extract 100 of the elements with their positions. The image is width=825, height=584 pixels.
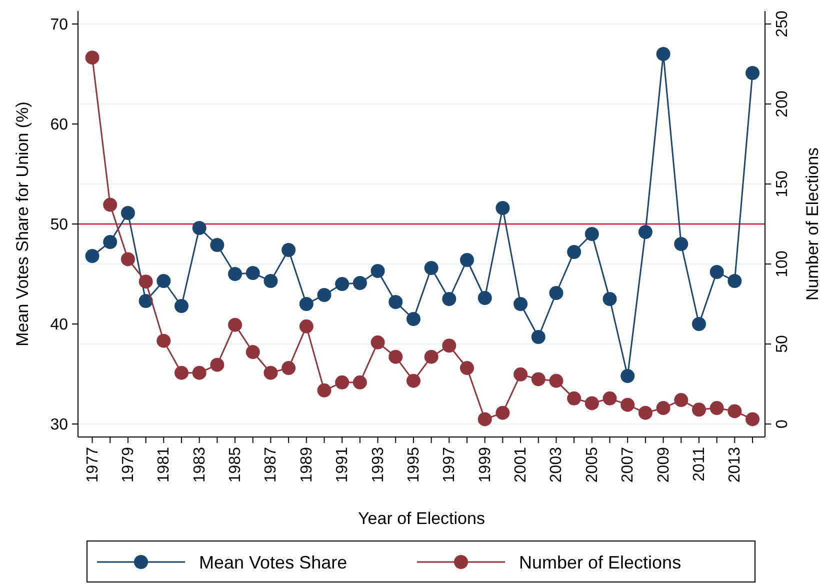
point: [352, 375, 367, 390]
point: [192, 366, 206, 380]
point: [424, 350, 438, 364]
x-tick-label: 2013: [726, 446, 744, 483]
x-tick-label: 2003: [548, 446, 566, 483]
y-tick-label: 40: [50, 316, 68, 334]
x-tick-label: 1977: [84, 446, 102, 483]
point: [370, 335, 385, 350]
y2-tick-label: 0: [774, 419, 791, 428]
x-tick-label: 1981: [156, 446, 173, 483]
y2-axis-title: Number of Elections: [803, 147, 822, 301]
point: [442, 338, 456, 353]
y-tick-label: 30: [50, 416, 68, 434]
y2-tick-label: 200: [774, 90, 791, 118]
y2-tick-label: 50: [774, 335, 791, 353]
point: [514, 367, 528, 382]
point: [174, 366, 188, 380]
point: [567, 391, 582, 406]
point: [388, 350, 403, 364]
point: [746, 66, 760, 80]
point: [478, 412, 492, 426]
point: [424, 261, 438, 275]
point: [192, 221, 206, 235]
x-tick-label: 2005: [584, 446, 601, 483]
x-tick-label: 2007: [620, 446, 637, 483]
x-axis-title: Year of Elections: [358, 509, 485, 528]
point: [620, 398, 635, 412]
x-tick-label: 1991: [334, 446, 352, 483]
point: [656, 401, 670, 416]
x-tick-label: 1993: [370, 446, 387, 483]
point: [210, 238, 224, 252]
point: [728, 274, 742, 288]
point: [674, 393, 688, 408]
point: [710, 265, 724, 279]
legend-label: Mean Votes Share: [199, 552, 348, 572]
x-tick-label: 1985: [227, 446, 244, 483]
point: [460, 361, 474, 376]
x-tick-label: 2011: [690, 446, 708, 482]
point: [674, 237, 688, 251]
point: [692, 317, 706, 331]
y2-tick-label: 100: [774, 250, 791, 278]
point: [584, 396, 599, 410]
x-tick-label: 1979: [120, 446, 137, 483]
point: [406, 374, 420, 388]
point: [228, 318, 242, 332]
point: [638, 406, 652, 420]
point: [352, 276, 367, 290]
x-tick-label: 2001: [512, 446, 530, 483]
point: [156, 274, 171, 288]
y-axis-title: Mean Votes Share for Union (%): [13, 102, 32, 346]
point: [103, 235, 118, 249]
point: [602, 292, 617, 306]
point: [103, 198, 118, 212]
point: [85, 50, 100, 65]
y2-tick-label: 250: [774, 10, 791, 38]
point: [746, 412, 760, 426]
point: [531, 330, 546, 344]
point: [728, 404, 742, 418]
point: [210, 358, 224, 372]
point: [549, 374, 564, 388]
point: [656, 47, 670, 61]
x-tick-label: 1987: [262, 446, 280, 483]
y2-tick-label: 150: [774, 170, 791, 198]
point: [156, 334, 171, 348]
point: [584, 227, 599, 241]
point: [138, 274, 153, 289]
point: [531, 372, 546, 386]
x-tick-label: 1983: [191, 446, 208, 483]
point: [120, 252, 135, 266]
y-tick-label: 50: [50, 216, 68, 234]
point: [120, 206, 135, 220]
point: [317, 288, 332, 302]
y-tick-label: 70: [50, 16, 68, 34]
point: [246, 266, 260, 280]
point: [264, 366, 278, 380]
point: [496, 201, 510, 215]
point: [317, 383, 332, 398]
y-tick-label: 60: [50, 116, 68, 134]
point: [138, 294, 153, 308]
point: [620, 369, 635, 383]
point: [442, 292, 456, 306]
x-tick-label: 1989: [298, 446, 316, 483]
point: [388, 295, 403, 309]
point: [406, 312, 420, 326]
point: [228, 267, 242, 281]
x-tick-label: 2009: [655, 446, 672, 483]
point: [299, 319, 314, 334]
point: [514, 297, 528, 311]
point: [638, 225, 652, 239]
point: [174, 299, 188, 313]
x-tick-label: 1997: [441, 446, 458, 483]
x-tick-label: 1999: [476, 446, 494, 483]
point: [246, 345, 260, 360]
point: [85, 249, 100, 263]
point: [692, 402, 706, 417]
point: [370, 264, 385, 278]
point: [299, 297, 314, 311]
point: [460, 253, 474, 267]
point: [282, 361, 296, 376]
legend-label: Number of Elections: [519, 552, 682, 572]
